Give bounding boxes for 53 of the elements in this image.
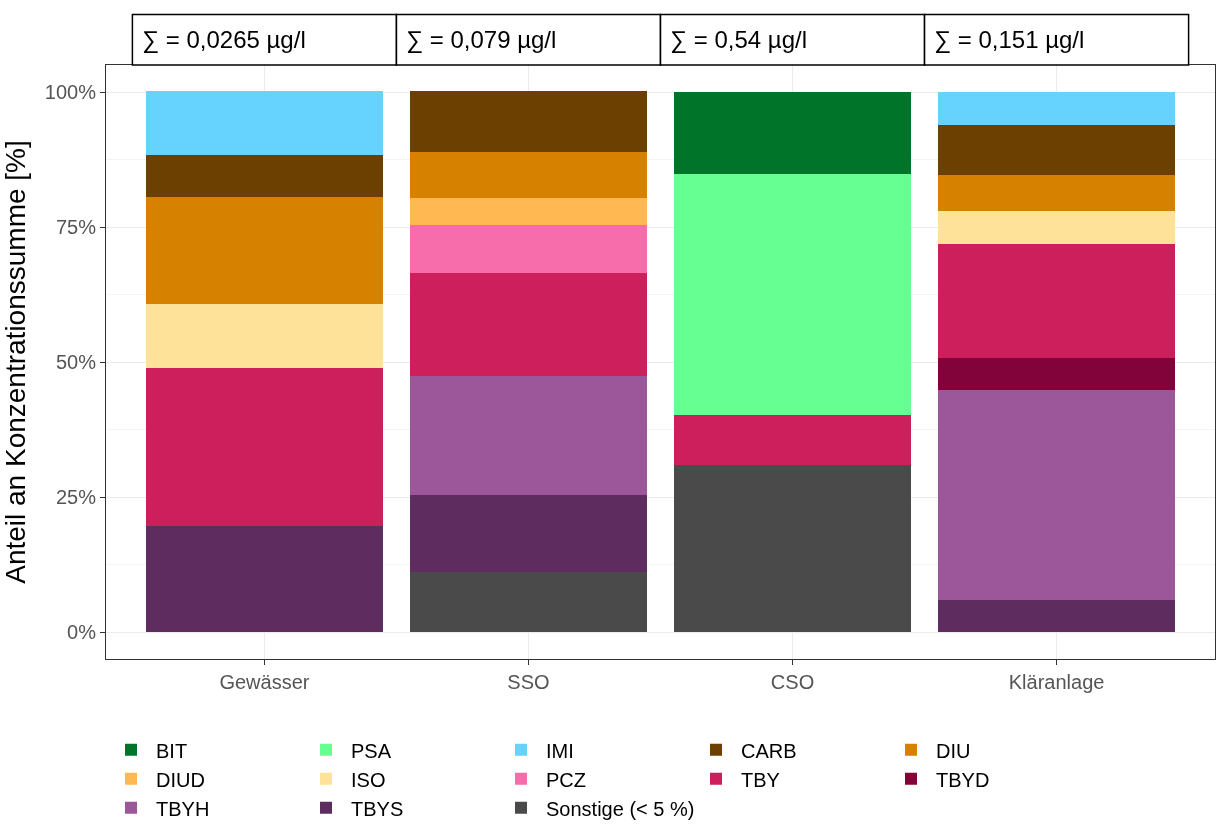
bar [409, 272, 648, 377]
legend-label: PCZ [546, 768, 586, 791]
bar [673, 92, 912, 175]
text: ∑ = 0,0265 µg/l [142, 26, 306, 54]
text: ∑ = 0,54 µg/l [670, 26, 808, 54]
bar [409, 91, 648, 152]
bar [937, 175, 1176, 211]
bar [937, 210, 1176, 244]
text: ∑ = 0,079 µg/l [406, 26, 557, 54]
bar [145, 368, 384, 527]
bar [145, 526, 384, 632]
x-tick-label: CSO [770, 671, 815, 693]
x-tick-label: Gewässer [219, 671, 310, 693]
text: ∑ = 0,151 µg/l [934, 26, 1085, 54]
bar [673, 465, 912, 632]
bar [937, 358, 1176, 390]
bar [673, 414, 912, 466]
y-tick-label: 0% [67, 621, 97, 643]
legend-label: TBYS [351, 797, 404, 820]
legend-label: DIU [936, 739, 971, 762]
y-tick-label: 25% [55, 486, 97, 508]
x-tick-label: Kläranlage [1008, 671, 1105, 693]
bar [937, 124, 1176, 176]
bar [937, 243, 1176, 359]
legend-label: PSA [351, 739, 392, 762]
y-tick-label: 75% [55, 216, 97, 238]
legend-label: IMI [546, 739, 574, 762]
bar [145, 154, 384, 198]
legend-label: TBYH [156, 797, 210, 820]
bar [409, 376, 648, 495]
bar [937, 389, 1176, 601]
bar [145, 91, 384, 155]
bar [937, 92, 1176, 125]
legend-label: TBYD [936, 768, 990, 791]
legend-label: DIUD [156, 768, 205, 791]
bar [937, 600, 1176, 632]
bar [145, 197, 384, 305]
bar [409, 151, 648, 199]
y-tick-label: 100% [44, 81, 97, 103]
y-tick-label: 50% [55, 351, 97, 373]
y-axis-title: Anteil an Konzentrationssumme [%] [0, 140, 31, 584]
bar [409, 494, 648, 572]
legend-label: BIT [156, 739, 188, 762]
legend-label: CARB [741, 739, 797, 762]
bar [673, 174, 912, 415]
legend-label: Sonstige (< 5 %) [546, 797, 695, 820]
x-tick-label: SSO [507, 671, 550, 693]
bar [409, 198, 648, 225]
bar [409, 571, 648, 632]
legend-label: ISO [351, 768, 386, 791]
bar [145, 304, 384, 369]
bar [409, 224, 648, 273]
legend-label: TBY [741, 768, 780, 791]
